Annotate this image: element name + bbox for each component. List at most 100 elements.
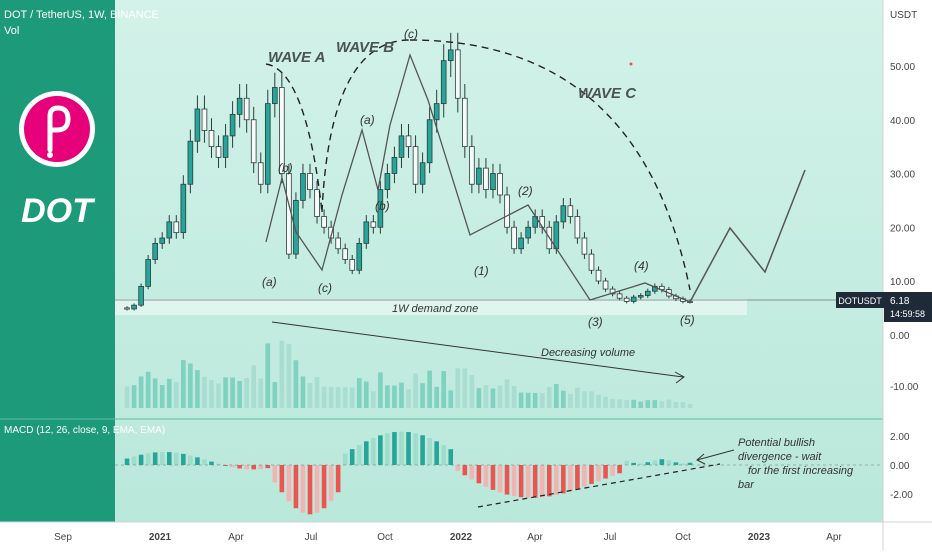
candle-body <box>335 237 341 250</box>
candle-body <box>293 199 299 255</box>
macd-bar <box>553 465 559 496</box>
candle-body <box>321 216 327 228</box>
volume-bar <box>363 381 369 408</box>
volume-bar <box>181 360 186 408</box>
macd-bar <box>279 465 285 493</box>
macd-bar <box>335 465 341 493</box>
volume-bar <box>427 370 432 408</box>
volume-bar <box>518 392 524 408</box>
macd-bar <box>420 435 425 465</box>
macd-bar <box>300 465 306 513</box>
time-tick-label: Apr <box>527 532 543 543</box>
macd-axis: 2.00 0.00 -2.00 <box>890 432 913 501</box>
macd-divergence-line <box>477 463 721 508</box>
macd-bar <box>399 431 404 465</box>
macd-bar <box>582 465 587 487</box>
macd-bar <box>138 454 144 465</box>
candle-body <box>138 285 144 306</box>
volume-bar <box>462 368 468 408</box>
macd-bar <box>251 465 257 470</box>
macd-bar <box>680 463 686 465</box>
volume-bar <box>448 390 454 408</box>
annotation-sub-c1: (c) <box>318 281 332 295</box>
candle-body <box>194 108 201 142</box>
macd-bar <box>645 462 651 465</box>
macd-bar <box>561 465 566 494</box>
macd-bar <box>568 465 573 492</box>
candle-body <box>370 221 377 228</box>
candle-body <box>243 97 250 121</box>
candle-body <box>180 183 187 234</box>
candle-body <box>497 173 503 196</box>
macd-bar <box>497 465 503 493</box>
macd-bar <box>237 465 242 469</box>
annotation-imp-2: (2) <box>518 184 533 198</box>
candle-body <box>166 221 173 239</box>
volume-bar <box>378 372 383 408</box>
candle-body <box>264 103 271 185</box>
candle-body <box>257 162 264 185</box>
macd-bar <box>610 465 615 476</box>
volume-bar <box>392 385 397 408</box>
time-tick-label: Jul <box>305 532 318 543</box>
macd-bar <box>349 449 355 465</box>
macd-bar <box>307 465 313 515</box>
candle-body <box>363 221 370 244</box>
volume-bars <box>124 340 693 408</box>
volume-tick-label: 0.00 <box>890 331 910 342</box>
volume-bar <box>582 391 587 408</box>
candle-body <box>525 226 531 239</box>
volume-bar <box>209 380 214 408</box>
volume-bar <box>441 371 447 408</box>
volume-bar <box>188 363 193 408</box>
macd-bar <box>314 465 320 513</box>
currency-label: USDT <box>890 10 917 21</box>
macd-bar <box>356 445 362 465</box>
volume-bar <box>356 378 362 408</box>
volume-bar <box>131 385 137 408</box>
volume-bar <box>230 377 235 408</box>
candle-body <box>152 242 158 260</box>
macd-tick-label: -2.00 <box>890 490 913 501</box>
candle-body <box>124 307 130 310</box>
candle-body <box>201 108 208 131</box>
volume-bar <box>469 375 475 408</box>
annotation-wave-b: WAVE B <box>336 39 394 56</box>
macd-bar <box>145 453 151 465</box>
time-tick-label: Apr <box>826 532 842 543</box>
macd-tick-label: 2.00 <box>890 432 910 443</box>
volume-bar <box>617 399 622 408</box>
candle-body <box>159 237 166 244</box>
macd-bar <box>589 465 594 484</box>
volume-bar <box>385 385 390 408</box>
volume-bar <box>673 401 679 408</box>
volume-bar <box>561 390 566 408</box>
vol-label: Vol <box>4 25 19 37</box>
candle-body <box>490 173 496 191</box>
candle-body <box>609 288 616 295</box>
volume-bar <box>413 373 418 408</box>
macd-bar <box>371 438 376 465</box>
annotation-sub-c2: (c) <box>404 27 418 41</box>
candle-body <box>588 253 595 271</box>
candle-body <box>356 242 363 271</box>
price-tick-label: 20.00 <box>890 223 915 234</box>
volume-bar <box>610 398 615 408</box>
candle-body <box>173 221 180 234</box>
volume-bar <box>216 383 221 408</box>
volume-bar <box>589 391 594 408</box>
candle-body <box>469 146 475 185</box>
annotation-demand-zone: 1W demand zone <box>392 303 478 315</box>
annotation-sub-a1: (a) <box>262 275 277 289</box>
volume-bar <box>687 403 693 408</box>
macd-bar <box>321 465 327 509</box>
candle-body <box>215 146 222 158</box>
volume-bar <box>265 343 271 408</box>
macd-note-arrowhead <box>696 453 706 465</box>
candle-body <box>616 293 623 299</box>
macd-bar <box>413 433 418 465</box>
macd-bar <box>265 465 271 469</box>
price-tick-label: 30.00 <box>890 170 915 181</box>
